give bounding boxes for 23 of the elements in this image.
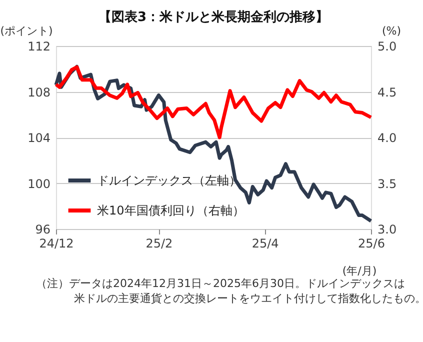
text: 米ドルの主要通貨との交換レートをウエイト付けして指数化したもの。 — [74, 292, 423, 305]
y2-tick-label: 3.5 — [378, 176, 397, 191]
x-tick-label: 24/12 — [39, 236, 74, 250]
chart-title: 【図表3：米ドルと米長期金利の推移】 — [98, 9, 329, 25]
y2-tick-label: 3.0 — [378, 222, 397, 236]
y-tick-label: 96 — [35, 222, 50, 236]
y2-tick-label: 4.5 — [378, 85, 397, 100]
x-tick-label: 25/4 — [252, 236, 279, 250]
y-tick-label: 104 — [28, 131, 50, 145]
y2-tick-label: 4.0 — [378, 131, 397, 145]
y-tick-label: 100 — [28, 176, 50, 191]
y2-tick-label: 5.0 — [378, 40, 397, 54]
y-tick-label: 108 — [28, 85, 50, 100]
x-tick-label: 25/6 — [358, 236, 385, 250]
x-axis-title: (年/月) — [342, 264, 377, 278]
y-tick-label: 112 — [28, 40, 50, 54]
legend-label: ドルインデックス（左軸） — [97, 174, 241, 188]
x-tick-label: 25/2 — [146, 236, 173, 250]
line-series — [54, 65, 373, 140]
text: （注）データは2024年12月31日～2025年6月30日。ドルインデックスは — [36, 277, 405, 290]
legend-label: 米10年国債利回り（右軸） — [97, 204, 244, 218]
y-axis-title: (ポイント) — [0, 24, 53, 38]
y2-axis-title: (%) — [382, 24, 402, 38]
